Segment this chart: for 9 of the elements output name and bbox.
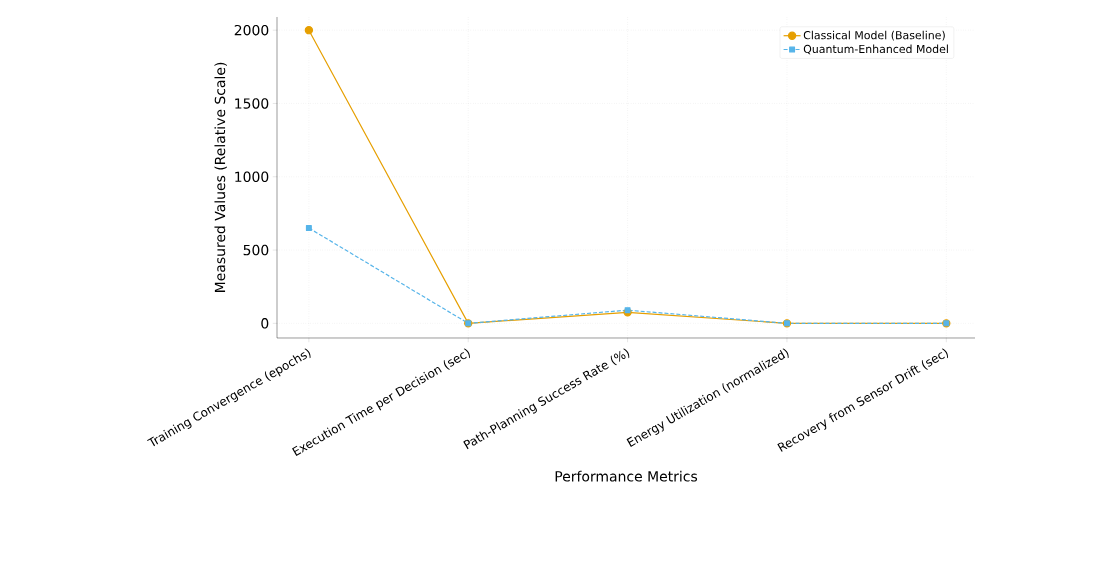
legend-label: Quantum-Enhanced Model	[803, 44, 948, 55]
y-tick-label: 1000	[235, 171, 269, 183]
y-tick-label: 0	[261, 318, 269, 329]
y-tick-label: 2000	[234, 24, 269, 36]
y-tick-label: 1500	[235, 98, 269, 109]
x-axis-title: Performance Metrics	[555, 470, 698, 482]
legend-label: Classical Model (Baseline)	[803, 30, 945, 41]
y-axis-title: Measured Values (Relative Scale)	[214, 62, 227, 292]
y-tick-label: 500	[243, 244, 269, 256]
